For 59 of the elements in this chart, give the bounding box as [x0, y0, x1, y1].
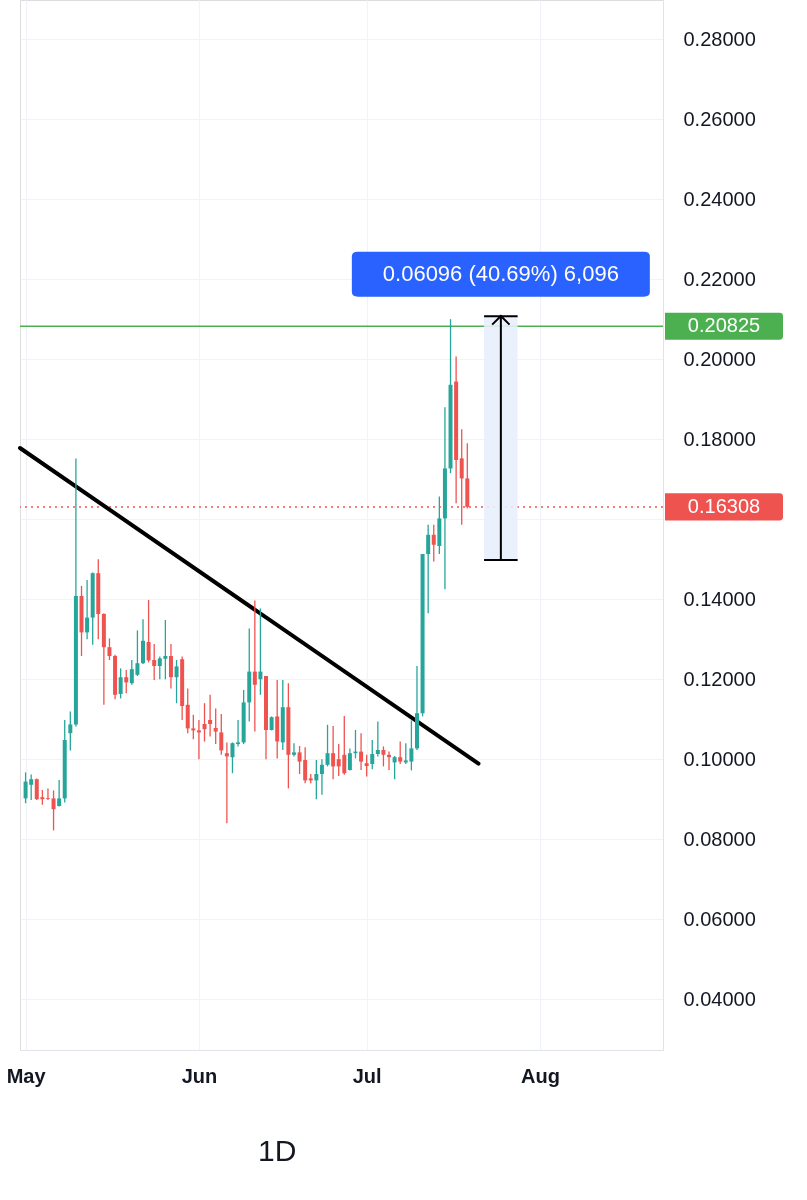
- candlestick: [325, 724, 330, 768]
- x-tick-label: Jul: [352, 1064, 382, 1087]
- candlestick: [174, 659, 179, 704]
- candlestick: [208, 694, 213, 738]
- candlestick: [224, 741, 229, 824]
- candlestick: [392, 755, 397, 780]
- candlestick: [370, 739, 375, 770]
- candlestick: [213, 707, 218, 745]
- candlestick: [258, 607, 263, 696]
- x-tick-label: May: [6, 1064, 47, 1087]
- candlestick: [124, 669, 129, 694]
- candlestick: [359, 732, 364, 771]
- candlestick: [236, 719, 241, 748]
- candlestick: [375, 720, 380, 758]
- y-tick-label: 0.18000: [683, 427, 756, 450]
- candlestick: [85, 579, 90, 640]
- candlestick: [45, 787, 50, 801]
- y-tick-label: 0.08000: [683, 827, 756, 850]
- candlestick: [185, 687, 190, 734]
- y-tick-label: 0.28000: [683, 27, 756, 50]
- candlestick: [68, 710, 73, 752]
- candlestick: [381, 745, 386, 768]
- candlestick: [230, 741, 235, 774]
- ref-line-label: 0.16308: [687, 494, 761, 517]
- candlestick: [107, 637, 112, 661]
- candlestick: [219, 713, 224, 756]
- candlestick: [291, 742, 296, 758]
- candlestick: [319, 758, 324, 796]
- candlestick: [426, 524, 431, 614]
- candlestick: [196, 719, 201, 760]
- y-tick-label: 0.26000: [683, 107, 756, 130]
- candlestick: [168, 643, 173, 690]
- y-tick-label: 0.10000: [683, 747, 756, 770]
- y-tick-label: 0.24000: [683, 187, 756, 210]
- ref-line-label: 0.20825: [687, 314, 761, 337]
- candlestick: [431, 524, 436, 563]
- y-tick-label: 0.04000: [683, 987, 756, 1010]
- y-tick-label: 0.22000: [683, 267, 756, 290]
- y-tick-label: 0.14000: [683, 587, 756, 610]
- text: 1D: [258, 1134, 297, 1167]
- data-label: 0.06096 (40.69%) 6,096: [382, 261, 619, 287]
- x-tick-label: Jun: [181, 1064, 218, 1087]
- y-tick-label: 0.12000: [683, 667, 756, 690]
- candlestick: [191, 714, 196, 740]
- candlestick: [57, 779, 62, 808]
- candlestick: [152, 643, 157, 681]
- candlestick: [331, 725, 336, 780]
- candlestick: [202, 702, 207, 743]
- y-tick-label: 0.20000: [683, 347, 756, 370]
- candlestick: [398, 740, 403, 765]
- candlestick: [51, 789, 56, 832]
- candlestick: [141, 618, 146, 665]
- candlestick: [146, 599, 151, 664]
- y-tick-label: 0.06000: [683, 907, 756, 930]
- candlestick: [364, 754, 369, 778]
- candlestick: [314, 759, 319, 800]
- candlestick: [252, 599, 257, 733]
- candlestick: [118, 667, 123, 700]
- x-tick-label: Aug: [521, 1064, 560, 1087]
